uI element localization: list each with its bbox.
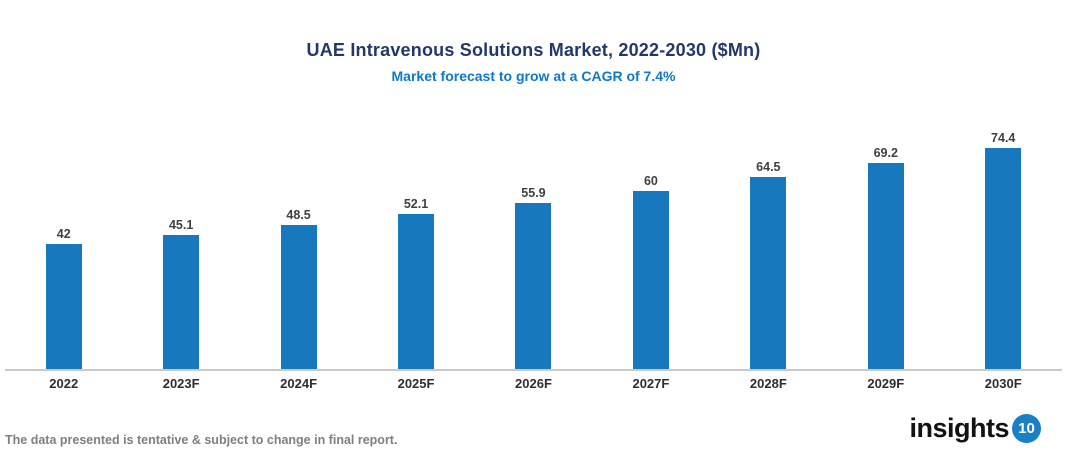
bar-column: 45.1 [122,131,239,369]
bar-data-label: 69.2 [873,146,898,161]
x-axis-tick-label: 2023F [162,376,200,391]
bar-data-label: 48.5 [286,207,311,222]
bar-column: 55.9 [475,131,592,369]
bar-column: 48.5 [240,131,357,369]
insights10-logo: insights 10 [909,413,1041,444]
x-axis-tick-label: 2025F [397,376,435,391]
bar [867,163,904,369]
bar [515,202,552,369]
x-axis-tick-label: 2029F [867,376,905,391]
bar-column: 42 [5,131,122,369]
x-axis-tick-label: 2022 [49,376,79,391]
bar [750,177,787,369]
bar-column: 60 [592,131,709,369]
x-axis-tick-label: 2028F [749,376,787,391]
bar-data-label: 45.1 [168,217,194,232]
chart-title: UAE Intravenous Solutions Market, 2022-2… [306,40,761,60]
bar-data-label: 74.4 [991,131,1016,145]
x-axis-tick-label: 2030F [984,376,1022,391]
bar-column: 74.4 [945,131,1062,369]
bar-data-label: 52.1 [403,197,429,212]
disclaimer-text: The data presented is tentative & subjec… [5,433,398,447]
logo-badge-10: 10 [1012,414,1041,443]
bar [163,234,200,369]
bar-data-label: 42 [56,227,71,242]
x-axis-labels: 2022 2023F 2024F 2025F 2026F 2027F 2028F 2029F 2… [5,376,1062,391]
bar [632,190,669,369]
bar [45,244,82,369]
bar [398,214,435,369]
bar-data-label: 55.9 [521,185,546,200]
bar-chart-plot-area: 42 45.1 48.5 52.1 55.9 60 64.5 69.2 74.4 [5,131,1062,371]
chart-subtitle: Market forecast to grow at a CAGR of 7.4… [391,68,676,84]
bar-data-label: 64.5 [756,160,781,175]
bar [985,148,1022,369]
bar-column: 64.5 [710,131,827,369]
x-axis-tick-label: 2026F [515,376,552,391]
bar [280,224,317,369]
x-axis-tick-label: 2024F [280,376,318,391]
bar-column: 69.2 [827,131,944,369]
bar-data-label: 60 [643,173,658,188]
bar-column: 52.1 [357,131,474,369]
logo-text: insights [909,413,1009,443]
x-axis-tick-label: 2027F [632,376,670,391]
